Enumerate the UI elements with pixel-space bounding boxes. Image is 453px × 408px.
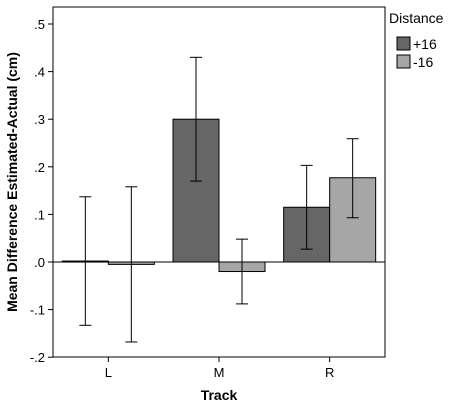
y-tick-label: -.1 bbox=[30, 303, 45, 318]
legend-label: -16 bbox=[413, 54, 433, 70]
y-tick-label: -.2 bbox=[30, 350, 45, 365]
legend-swatch bbox=[396, 36, 411, 51]
y-tick-label: .5 bbox=[34, 17, 45, 32]
legend-title: Distance bbox=[389, 10, 444, 26]
x-axis-title: Track bbox=[201, 387, 238, 403]
legend: Distance +16 -16 bbox=[389, 10, 444, 70]
legend-label: +16 bbox=[413, 36, 437, 52]
x-tick-label: L bbox=[105, 365, 112, 380]
y-tick-label: .3 bbox=[34, 112, 45, 127]
x-tick-label: R bbox=[325, 365, 334, 380]
y-axis-title: Mean Difference Estimated-Actual (cm) bbox=[4, 52, 20, 312]
y-tick-label: .1 bbox=[34, 207, 45, 222]
x-tick-label: M bbox=[214, 365, 225, 380]
bars bbox=[61, 118, 377, 273]
legend-swatch bbox=[396, 54, 411, 69]
y-axis: .5 .4 .3 .2 .1 .0 -.1 -.2 bbox=[30, 17, 53, 365]
y-tick-label: .0 bbox=[34, 255, 45, 270]
error-bars bbox=[79, 56, 359, 343]
y-tick-label: .4 bbox=[34, 65, 45, 80]
y-tick-label: .2 bbox=[34, 160, 45, 175]
